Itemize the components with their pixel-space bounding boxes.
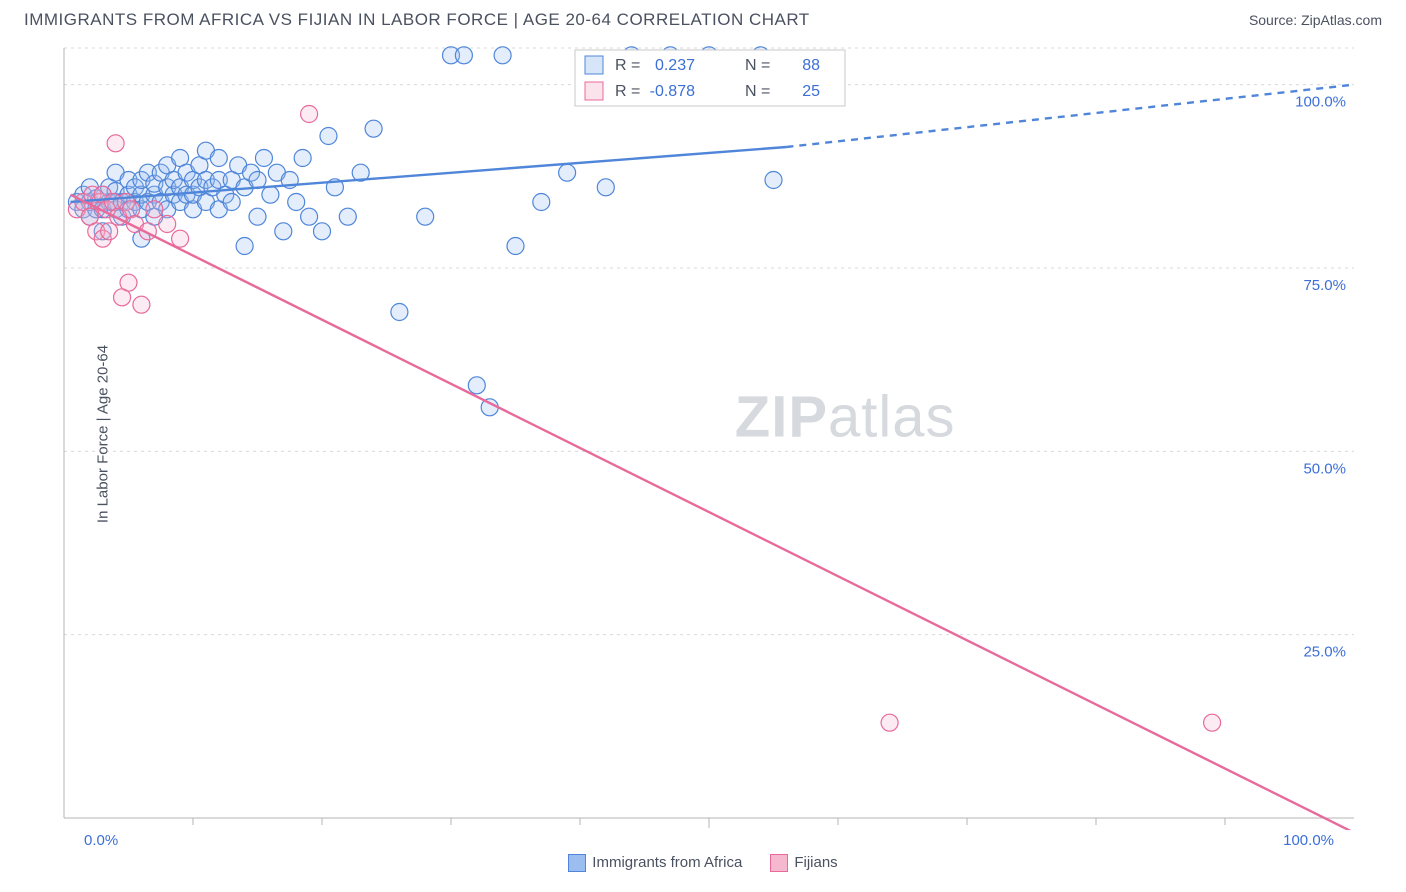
chart-header: IMMIGRANTS FROM AFRICA VS FIJIAN IN LABO… (0, 0, 1406, 38)
svg-text:R =: R = (615, 57, 640, 74)
legend-item-fijians: Fijians (770, 854, 837, 872)
svg-text:N =: N = (745, 57, 770, 74)
legend-item-africa: Immigrants from Africa (568, 854, 742, 872)
series-legend: Immigrants from Africa Fijians (0, 854, 1406, 872)
chart-title: IMMIGRANTS FROM AFRICA VS FIJIAN IN LABO… (24, 10, 810, 30)
legend-swatch-icon (770, 854, 788, 872)
svg-text:25: 25 (802, 83, 820, 100)
svg-text:50.0%: 50.0% (1303, 460, 1346, 477)
svg-text:-0.878: -0.878 (650, 83, 695, 100)
svg-text:0.237: 0.237 (655, 57, 695, 74)
chart-container: In Labor Force | Age 20-64 25.0% 50.0% 75.… (20, 38, 1386, 830)
svg-text:88: 88 (802, 57, 820, 74)
y-axis-label: In Labor Force | Age 20-64 (95, 345, 112, 523)
svg-text:R =: R = (615, 83, 640, 100)
legend-swatch-icon (568, 854, 586, 872)
svg-text:25.0%: 25.0% (1303, 644, 1346, 661)
legend-label: Fijians (794, 854, 837, 871)
x-max-label: 100.0% (1283, 832, 1334, 849)
source-prefix: Source: (1249, 12, 1301, 28)
source-link[interactable]: ZipAtlas.com (1301, 12, 1382, 28)
legend-label: Immigrants from Africa (592, 854, 742, 871)
svg-text:ZIPatlas: ZIPatlas (735, 385, 956, 450)
source-attribution: Source: ZipAtlas.com (1249, 12, 1382, 28)
svg-text:100.0%: 100.0% (1295, 94, 1346, 111)
x-axis-limit-labels: 0.0% 100.0% (20, 830, 1386, 852)
svg-text:N =: N = (745, 83, 770, 100)
x-min-label: 0.0% (84, 832, 118, 849)
correlation-scatter-chart: 25.0% 50.0% 75.0% 100.0% ZIPatlas R = 0.237 N =… (20, 38, 1386, 830)
svg-text:75.0%: 75.0% (1303, 277, 1346, 294)
